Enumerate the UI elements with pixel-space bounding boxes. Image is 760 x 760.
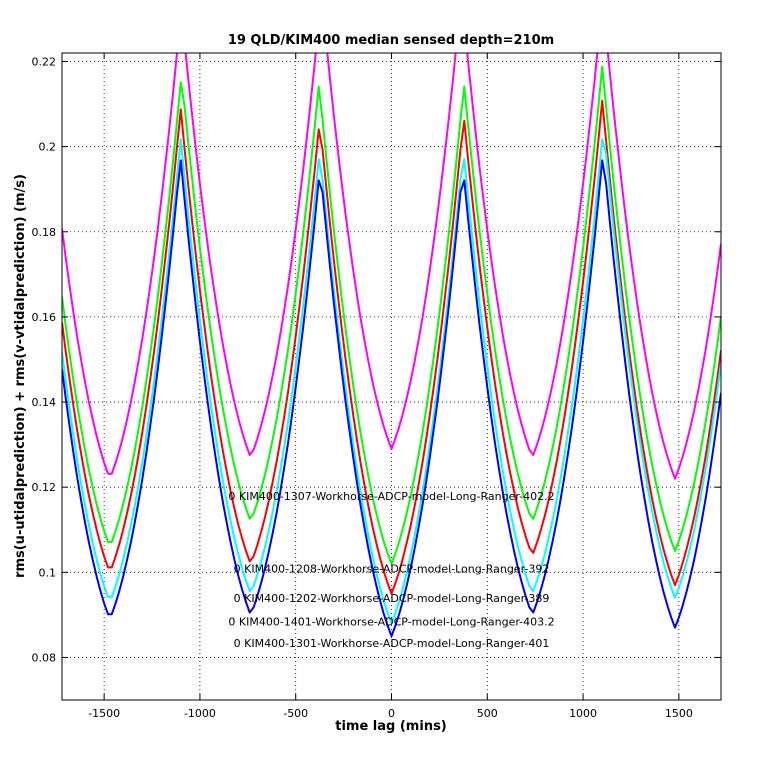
y-tick-label: 0.16 bbox=[32, 311, 57, 324]
series-annotation: 0 KIM400-1301-Workhorse-ADCP-model-Long-… bbox=[234, 637, 550, 650]
x-tick-label: -500 bbox=[283, 707, 308, 720]
chart-title: 19 QLD/KIM400 median sensed depth=210m bbox=[228, 33, 554, 48]
y-tick-label: 0.2 bbox=[39, 141, 57, 154]
series-annotation: 0 KIM400-1401-Workhorse-ADCP-model-Long-… bbox=[228, 616, 554, 629]
y-tick-label: 0.1 bbox=[39, 566, 57, 579]
series-annotation: 0 KIM400-1202-Workhorse-ADCP-model-Long-… bbox=[234, 592, 550, 605]
x-tick-label: 0 bbox=[388, 707, 395, 720]
x-tick-label: 500 bbox=[477, 707, 498, 720]
y-tick-label: 0.12 bbox=[32, 481, 57, 494]
y-tick-label: 0.08 bbox=[32, 651, 57, 664]
series-annotation: 0 KIM400-1307-Workhorse-ADCP-model-Long-… bbox=[228, 490, 554, 503]
series-annotation: 0 KIM400-1208-Workhorse-ADCP-model-Long-… bbox=[234, 562, 550, 575]
series-line-3 bbox=[62, 138, 721, 625]
x-axis-label: time lag (mins) bbox=[335, 719, 447, 734]
ticks: -1500 -1000 -500 0 500 1000 1500 0.08 0.1 0.12 0.1… bbox=[32, 53, 721, 720]
x-tick-label: -1500 bbox=[88, 707, 120, 720]
y-tick-label: 0.22 bbox=[32, 56, 57, 69]
series-lines bbox=[62, 53, 721, 638]
annotations: 0 KIM400-1307-Workhorse-ADCP-model-Long-… bbox=[228, 490, 554, 650]
x-tick-label: 1000 bbox=[569, 707, 597, 720]
x-tick-label: -1000 bbox=[184, 707, 216, 720]
series-line-2 bbox=[62, 99, 721, 595]
y-tick-label: 0.18 bbox=[32, 226, 57, 239]
series-line-0 bbox=[62, 53, 721, 480]
series-line-1 bbox=[62, 65, 721, 565]
y-axis-label: rms(u-utidalprediction) + rms(v-vtidalpr… bbox=[13, 174, 28, 578]
y-tick-label: 0.14 bbox=[32, 396, 57, 409]
series-line-4 bbox=[62, 159, 721, 638]
x-tick-label: 1500 bbox=[665, 707, 693, 720]
